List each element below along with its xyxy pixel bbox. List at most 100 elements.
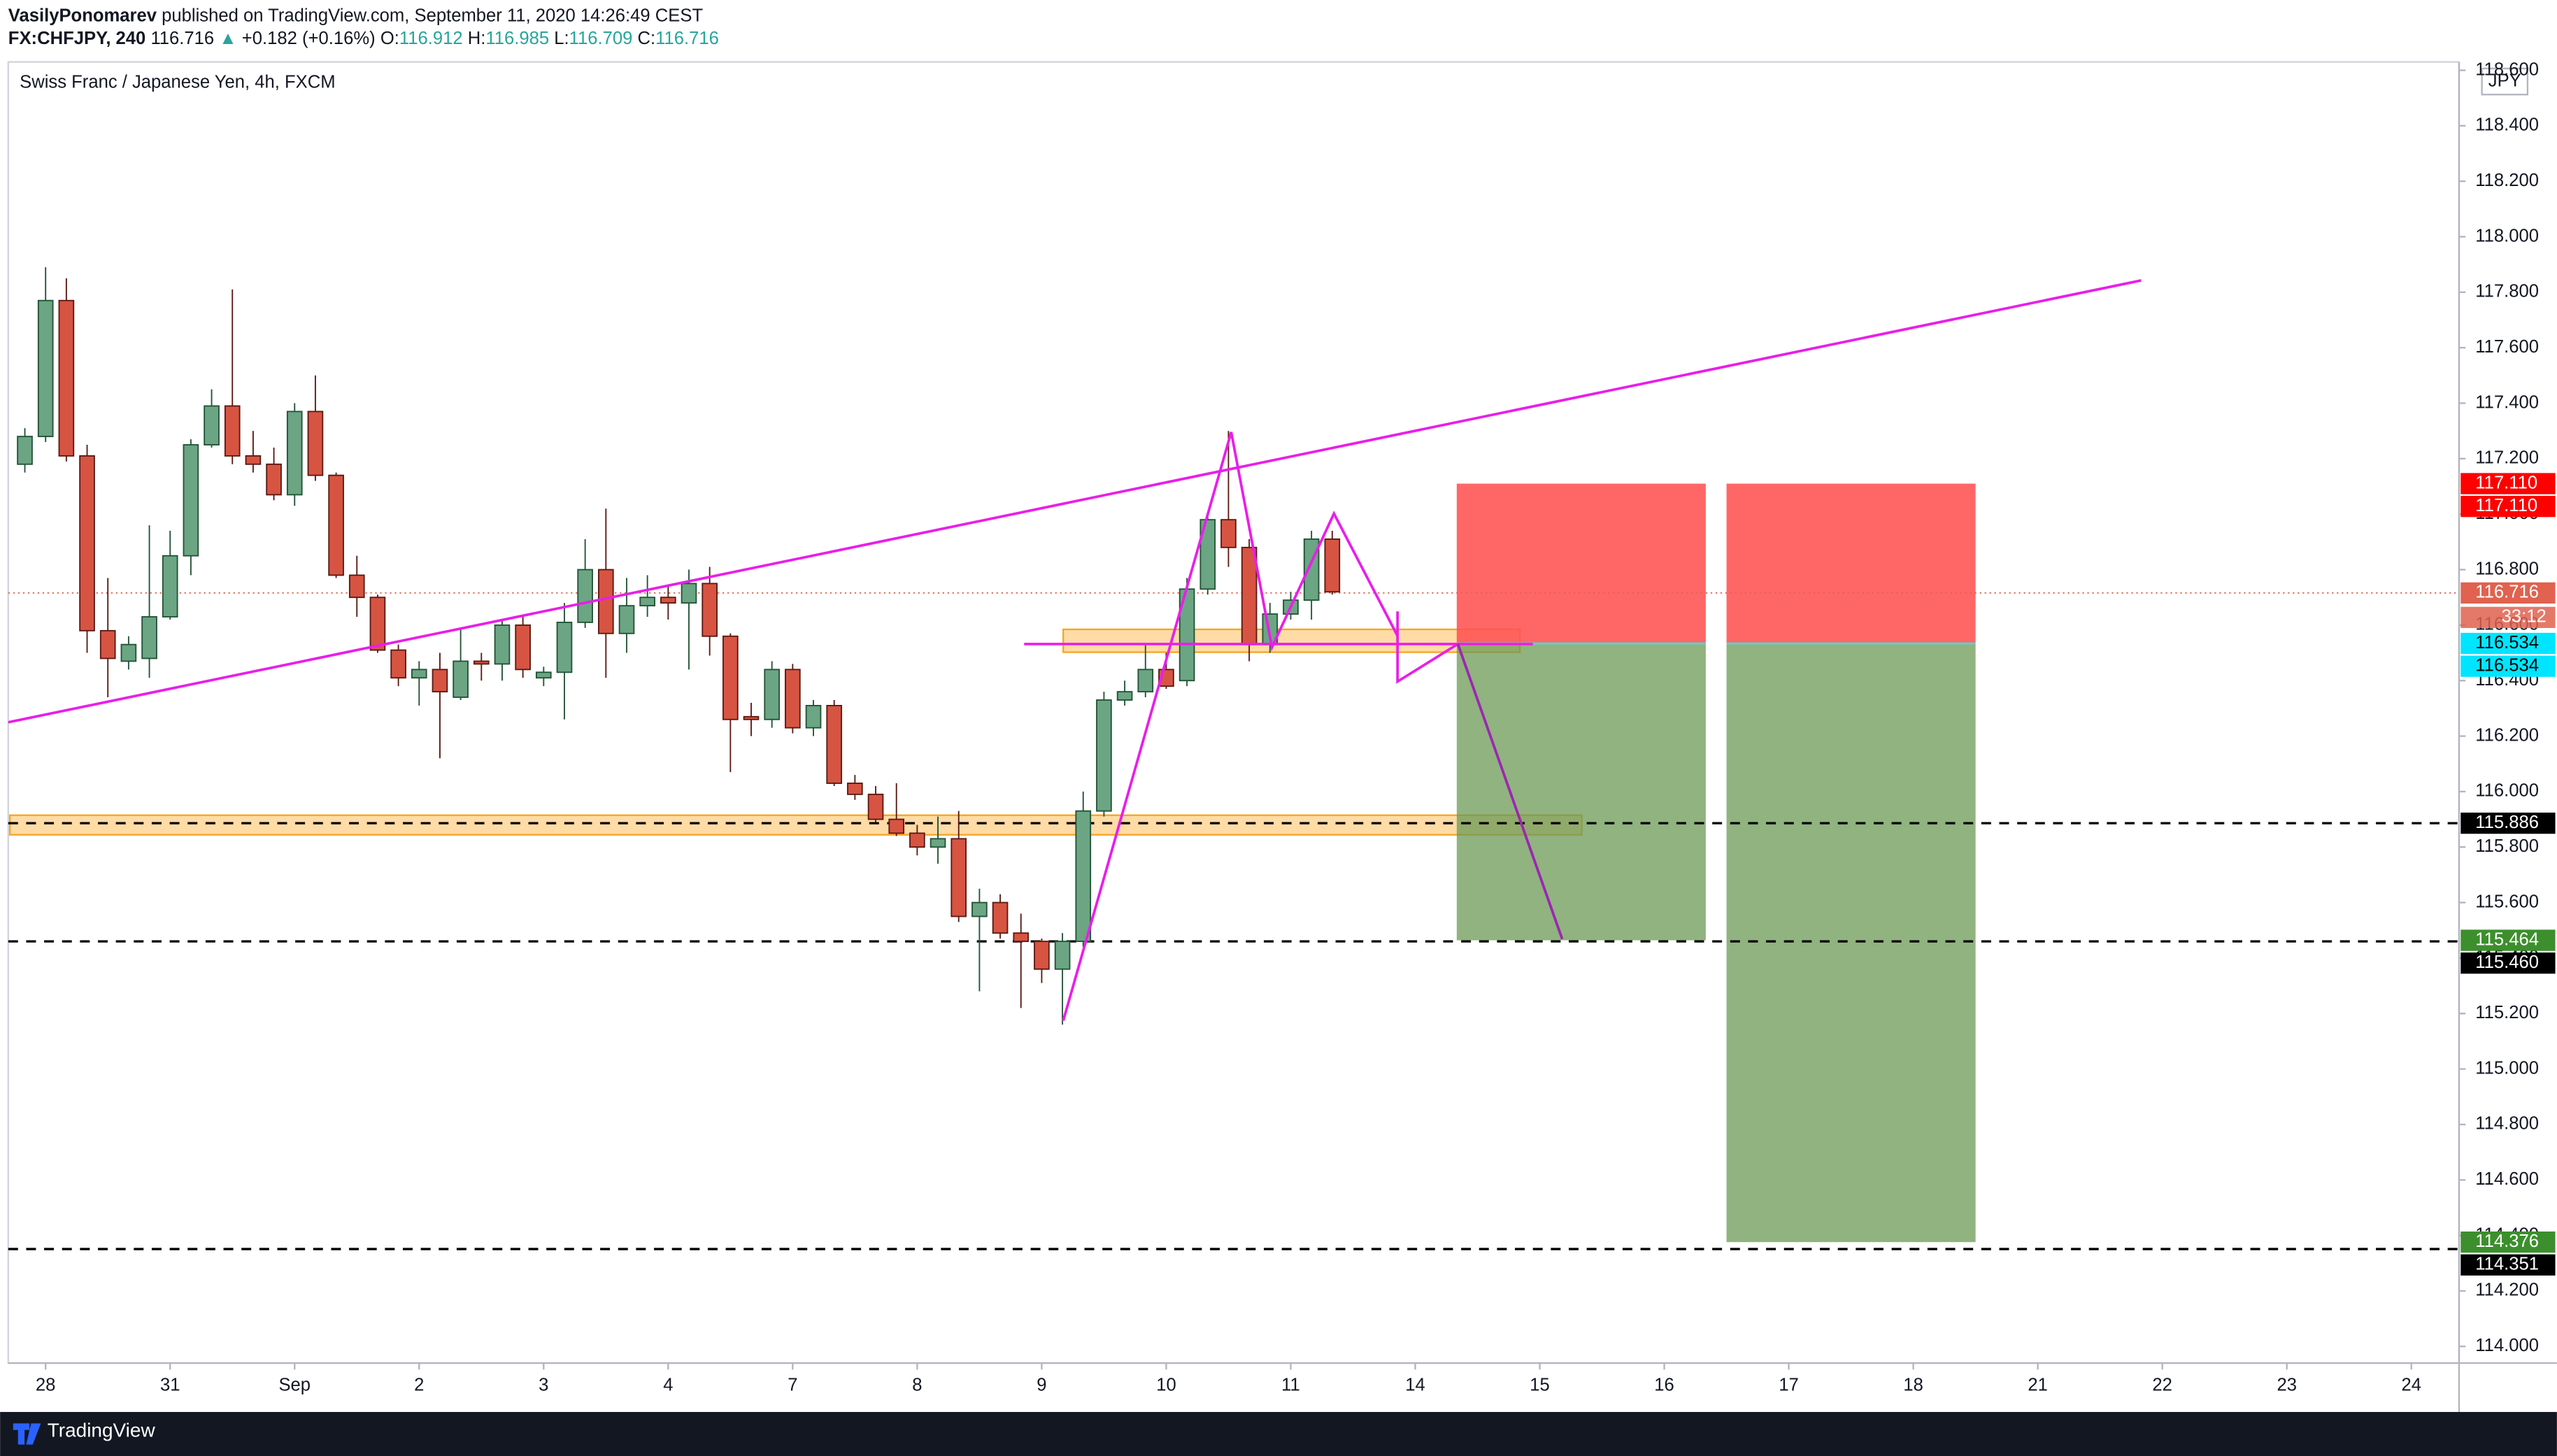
target-zone [1456, 643, 1706, 941]
x-tick-label: 28 [36, 1376, 56, 1395]
currency-box [2481, 67, 2529, 96]
body [1199, 519, 1216, 590]
body [618, 605, 635, 634]
x-tick-label: 15 [1530, 1376, 1550, 1395]
target-zone [1726, 643, 1976, 1243]
price-label-box [2460, 1231, 2556, 1253]
body [17, 436, 33, 465]
x-tick-label: 18 [1903, 1376, 1923, 1395]
price-label-box [2460, 929, 2556, 951]
body [785, 669, 801, 729]
body [369, 597, 386, 651]
positions [1456, 483, 1976, 1243]
y-tick-label: 115.200 [2475, 1003, 2539, 1022]
body [930, 838, 946, 848]
body [598, 569, 614, 634]
x-tick-label: 31 [160, 1376, 180, 1395]
x-tick-label: 21 [2028, 1376, 2048, 1395]
x-tick-label: 4 [663, 1376, 673, 1395]
y-tick-label: 115.000 [2475, 1058, 2539, 1078]
price-label: 115.460 [2475, 952, 2539, 972]
body [432, 669, 448, 693]
body [971, 901, 988, 918]
y-tick-label: 116.800 [2475, 559, 2539, 578]
body [701, 583, 718, 637]
symbol: FX:CHFJPY, 240 [8, 29, 146, 48]
y-tick-label: 114.000 [2475, 1336, 2539, 1355]
price-label-box [2460, 952, 2556, 974]
price-label-box [2460, 1254, 2556, 1276]
price-label: 117.110 [2475, 473, 2537, 492]
body [639, 597, 655, 607]
body [224, 405, 241, 457]
y-tick-label: 115.600 [2475, 892, 2539, 911]
body [722, 635, 739, 720]
h: 116.985 [485, 29, 549, 48]
y-tick-label: 114.800 [2475, 1114, 2539, 1134]
body [453, 660, 469, 698]
c-label: C: [637, 29, 655, 48]
body [681, 583, 697, 604]
price-label-box [2460, 632, 2556, 655]
body [950, 838, 967, 918]
y-tick-label: 118.200 [2475, 171, 2539, 190]
price-label-box [2460, 812, 2556, 834]
body [307, 411, 324, 476]
zone [1062, 628, 1521, 653]
o-label: O: [380, 29, 399, 48]
c: 116.716 [655, 29, 719, 48]
x-tick-label: 8 [912, 1376, 922, 1395]
body [1013, 932, 1030, 943]
l-label: L: [554, 29, 569, 48]
body [390, 649, 406, 679]
body [909, 832, 925, 848]
body [120, 643, 137, 662]
price-label: 116.534 [2475, 655, 2539, 675]
publish-line: VasilyPonomarev published on TradingView… [8, 6, 704, 25]
body [1034, 941, 1050, 970]
x-tick-label: 23 [2277, 1376, 2297, 1395]
footer-bar [0, 1412, 2557, 1456]
body [535, 671, 552, 679]
body [577, 569, 593, 623]
body [348, 574, 365, 599]
trend-line [8, 279, 2142, 724]
body [286, 411, 303, 496]
body [515, 624, 531, 671]
x-tick-label: 9 [1037, 1376, 1046, 1395]
body [79, 455, 95, 631]
body [183, 444, 199, 557]
body [1220, 519, 1237, 548]
published: published on TradingView.com, September … [162, 6, 703, 25]
y-tick-label: 117.200 [2475, 448, 2539, 468]
body [1075, 810, 1092, 943]
candles [17, 267, 1341, 1025]
x-tick-label: 16 [1654, 1376, 1674, 1395]
h-label: H: [468, 29, 486, 48]
y-tick-label: 118.400 [2475, 115, 2539, 135]
brand: TradingView [48, 1419, 156, 1441]
body [245, 455, 262, 465]
body [1096, 699, 1112, 812]
arrow: ▲ [219, 29, 236, 48]
body [888, 818, 905, 834]
price-label-box [2460, 496, 2556, 518]
projection [1456, 643, 1564, 940]
price-label: 116.534 [2475, 633, 2539, 652]
body [805, 705, 822, 729]
y-tick-label: 116.200 [2475, 725, 2539, 745]
stop-zone [1456, 483, 1706, 644]
x-tick-label: 11 [1281, 1376, 1300, 1395]
y-tick-label: 118.600 [2475, 59, 2539, 79]
body [204, 405, 220, 445]
y-tick-label: 114.600 [2475, 1169, 2539, 1189]
price-label-box [2460, 655, 2556, 677]
y-tick-label: 114.200 [2475, 1280, 2539, 1300]
body [1241, 546, 1258, 645]
o: 116.912 [399, 29, 463, 48]
body [660, 597, 676, 604]
body [99, 629, 116, 659]
change: +0.182 (+0.16%) [242, 29, 376, 48]
zones [8, 628, 1583, 836]
